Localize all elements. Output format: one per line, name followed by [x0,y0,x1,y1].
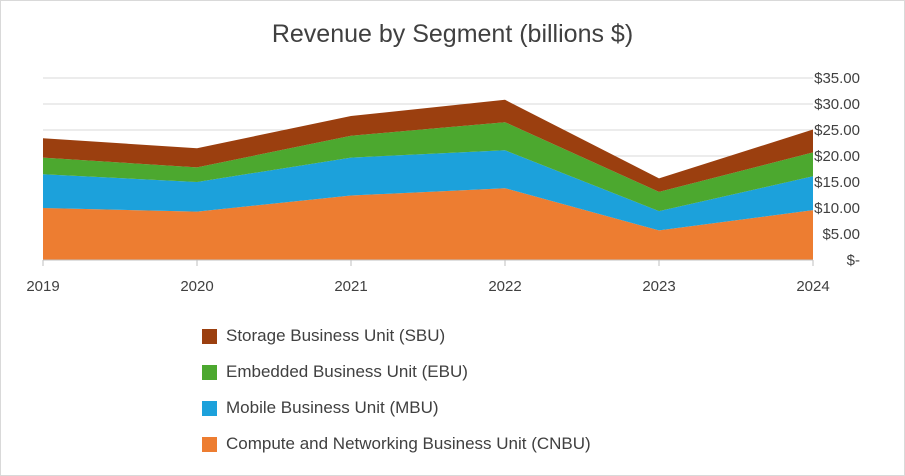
legend: Storage Business Unit (SBU) Embedded Bus… [202,318,591,462]
legend-swatch-mbu [202,400,217,416]
axes: $- $5.00 $10.00 $15.00 $20.00 $25.00 $30.00 $35… [26,70,860,295]
legend-swatch-cnbu [202,436,217,452]
legend-label-sbu: Storage Business Unit (SBU) [226,326,446,345]
area-cnbu [43,188,813,260]
x-tick-label: 2021 [334,278,367,295]
chart-title: Revenue by Segment (billions $) [271,20,634,48]
legend-item-sbu: Storage Business Unit (SBU) [202,318,591,354]
area-mbu [43,150,813,231]
y-tick-label: $20.00 [814,148,860,165]
x-tick-label: 2019 [26,278,59,295]
y-tick-label: $15.00 [814,174,860,191]
legend-swatch-sbu [202,328,217,344]
x-tick-label: 2024 [796,278,829,295]
legend-label-ebu: Embedded Business Unit (EBU) [226,362,468,381]
x-tick-label: 2022 [488,278,521,295]
area-series [43,99,813,260]
legend-item-mbu: Mobile Business Unit (MBU) [202,390,591,426]
y-tick-label: $35.00 [814,70,860,87]
x-tick-label: 2020 [180,278,213,295]
area-ebu [43,122,813,212]
legend-label-cnbu: Compute and Networking Business Unit (CN… [226,434,591,453]
area-sbu [43,99,813,192]
y-tick-label: $30.00 [814,96,860,113]
y-tick-label: $- [847,252,860,269]
y-tick-label: $10.00 [814,200,860,217]
legend-item-ebu: Embedded Business Unit (EBU) [202,354,591,390]
legend-item-cnbu: Compute and Networking Business Unit (CN… [202,426,591,462]
legend-swatch-ebu [202,364,217,380]
y-tick-label: $5.00 [822,226,860,243]
legend-label-mbu: Mobile Business Unit (MBU) [226,398,439,417]
x-tick-label: 2023 [642,278,675,295]
y-tick-label: $25.00 [814,122,860,139]
